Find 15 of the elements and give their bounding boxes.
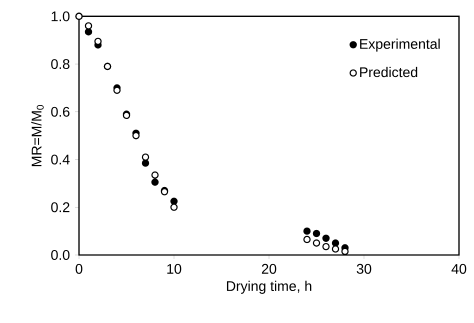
x-tick-label: 10: [167, 264, 182, 274]
x-axis-title: Drying time, h: [226, 280, 312, 294]
y-axis-title: MR=M/M$_{0}$: [31, 105, 44, 166]
y-tick-label: 0.8: [51, 59, 70, 70]
legend-label: Predicted: [360, 66, 418, 78]
x-tick-label: 20: [262, 264, 276, 274]
x-tick-label: 30: [356, 264, 372, 274]
y-tick-label: 0.6: [51, 106, 70, 117]
legend-label: Experimental: [360, 38, 440, 52]
x-tick-label: 40: [452, 264, 466, 274]
y-tick-label: 0.4: [51, 154, 70, 164]
y-tick-label: 1.0: [52, 11, 70, 22]
y-tick-label: 0.0: [51, 250, 70, 260]
y-tick-label: 0.2: [51, 202, 70, 212]
x-tick-label: 0: [76, 264, 82, 274]
